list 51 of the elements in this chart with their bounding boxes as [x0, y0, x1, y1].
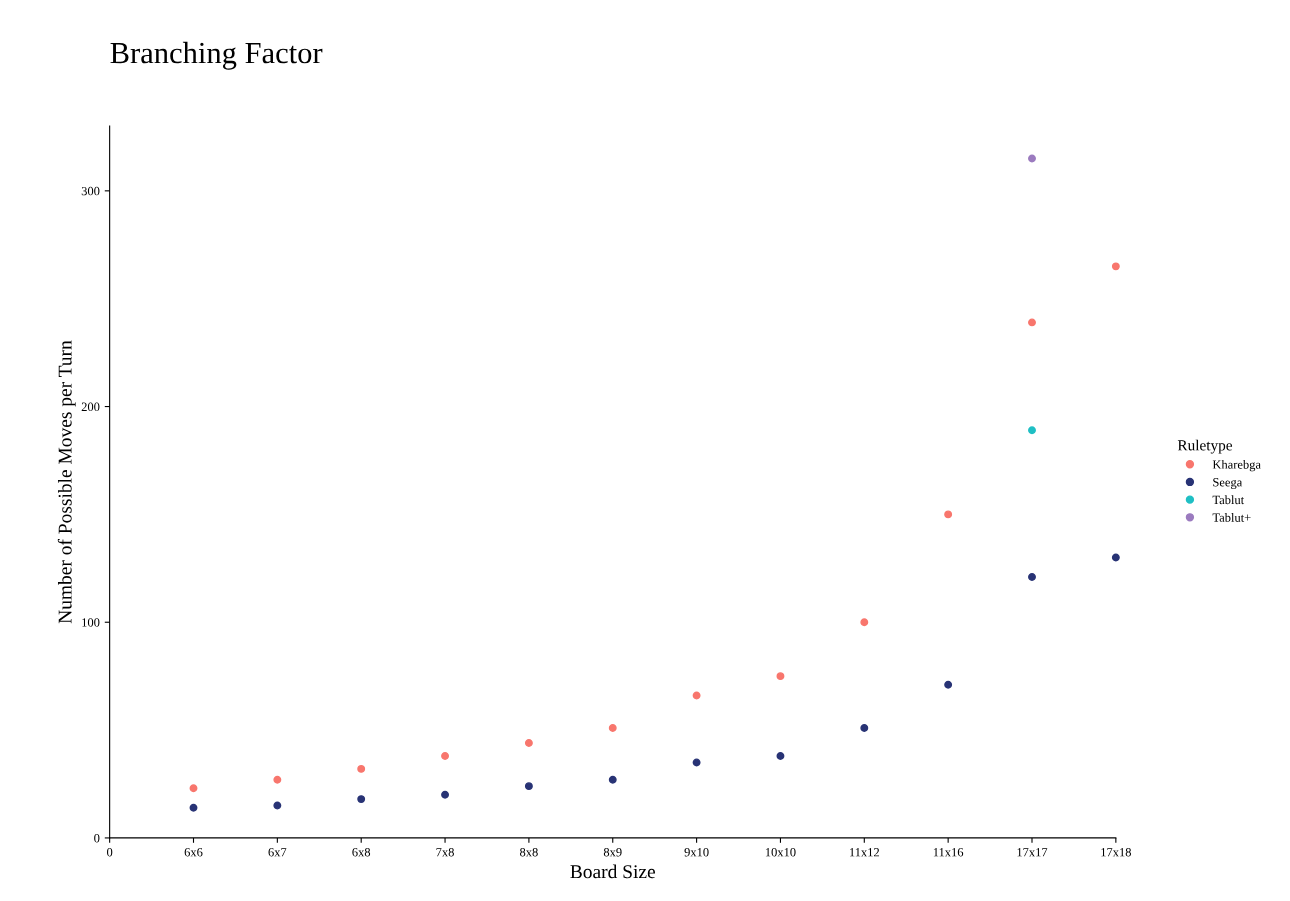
point	[1028, 426, 1036, 435]
point	[189, 803, 198, 812]
legend-label: Tablut	[1212, 495, 1245, 505]
point	[441, 752, 450, 760]
y-tick-label: 0	[94, 833, 100, 843]
x-tick-label: 17x18	[1101, 848, 1131, 857]
point	[692, 758, 701, 767]
x-tick-label: 9x10	[684, 848, 709, 857]
legend-label: Tablut+	[1212, 513, 1251, 522]
x-tick-label: 6x8	[352, 848, 371, 857]
x-tick-label: 17x17	[1017, 848, 1048, 857]
point	[273, 775, 282, 784]
y-tick-label: 100	[82, 618, 100, 627]
x-tick-label: 6x6	[184, 848, 203, 857]
point	[692, 691, 701, 700]
x-axis-title: Board Size	[570, 864, 655, 879]
point	[608, 723, 617, 732]
point	[1028, 318, 1036, 327]
x-tick-label: 7x8	[436, 848, 454, 857]
x-tick-label: 8x8	[520, 848, 538, 857]
legend-title: Ruletype	[1177, 439, 1233, 454]
y-tick-label: 200	[81, 402, 100, 411]
point	[860, 723, 869, 732]
point	[524, 782, 533, 791]
legend-label: Seega	[1213, 478, 1243, 490]
y-tick-label: 300	[81, 186, 100, 196]
point	[1028, 572, 1036, 581]
x-tick-label: 0	[107, 848, 113, 857]
point	[357, 764, 366, 773]
x-tick-label: 6x7	[268, 848, 287, 857]
point	[524, 739, 533, 747]
point	[944, 510, 953, 519]
chart-title: Branching Factor	[110, 41, 323, 70]
point	[944, 680, 953, 689]
point	[1111, 553, 1120, 562]
point	[608, 775, 617, 784]
point	[860, 618, 869, 627]
point	[189, 784, 198, 793]
x-tick-label: 11x12	[850, 848, 879, 857]
legend-label: Kharebga	[1212, 459, 1261, 472]
point	[357, 795, 366, 804]
point	[441, 790, 450, 799]
x-tick-label: 8x9	[603, 848, 622, 857]
x-tick-label: 10x10	[765, 848, 796, 857]
point	[1028, 154, 1036, 163]
point	[273, 801, 282, 810]
y-axis-title: Number of Possible Moves per Turn	[57, 340, 76, 624]
point	[776, 672, 785, 681]
x-tick-label: 11x16	[933, 848, 964, 857]
point	[776, 752, 785, 760]
point	[1111, 262, 1120, 271]
